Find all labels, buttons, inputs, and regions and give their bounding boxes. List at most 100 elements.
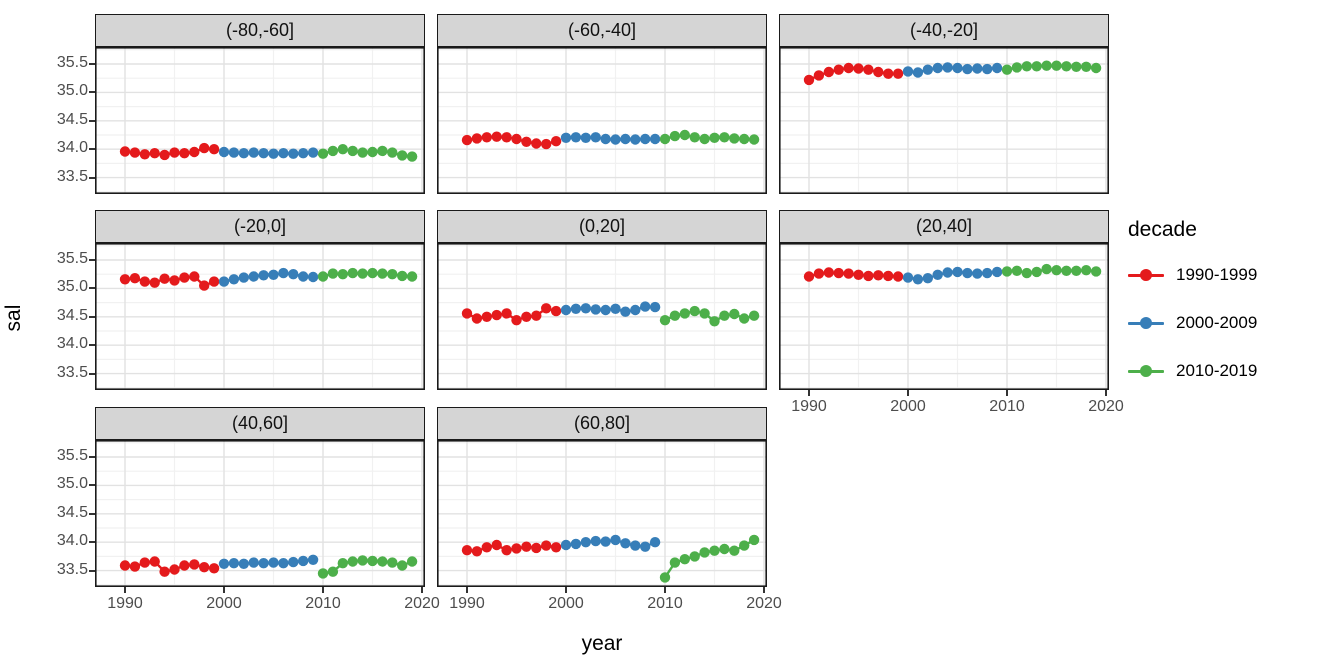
legend-entry-2010-2019: 2010-2019	[1128, 360, 1338, 382]
legend-key-red	[1128, 264, 1164, 286]
data-point	[129, 561, 141, 572]
x-axis-tick-label: 2020	[1088, 398, 1124, 415]
data-point	[1031, 266, 1042, 278]
data-point	[511, 133, 522, 145]
data-point	[892, 271, 904, 282]
series-1990-1999	[461, 539, 562, 557]
data-point	[669, 130, 681, 142]
data-point	[570, 132, 582, 143]
data-point	[387, 269, 398, 280]
series-2000-2009	[218, 146, 319, 159]
data-point	[377, 556, 388, 567]
y-axis-tick-label: 34.0	[56, 532, 88, 550]
data-point	[1090, 266, 1102, 277]
series-2010-2019	[1001, 60, 1102, 75]
data-point	[139, 149, 150, 160]
data-point	[179, 272, 190, 283]
data-point	[600, 133, 611, 145]
data-point	[912, 67, 924, 78]
data-point	[689, 305, 700, 317]
x-tick-mark	[1105, 390, 1107, 396]
data-point	[218, 276, 230, 287]
data-point	[387, 557, 398, 568]
legend-entry-2000-2009: 2000-2009	[1128, 312, 1338, 334]
data-point	[640, 541, 651, 552]
data-point	[406, 556, 418, 567]
y-tick-mark	[89, 484, 95, 487]
data-point	[1041, 263, 1052, 275]
data-point	[883, 68, 894, 79]
data-point	[580, 303, 591, 314]
y-axis-tick-label: 35.5	[56, 250, 88, 267]
data-point	[307, 147, 319, 158]
data-point	[307, 554, 319, 565]
data-point	[501, 132, 512, 143]
data-point	[942, 62, 953, 73]
y-tick-mark	[89, 287, 95, 290]
data-point	[729, 545, 740, 556]
data-point	[531, 542, 542, 554]
facet-strip: (60,80]	[437, 407, 767, 440]
y-tick-mark	[89, 119, 95, 122]
data-point	[377, 145, 388, 157]
data-point	[952, 62, 963, 74]
data-point	[932, 62, 943, 74]
data-point	[347, 145, 358, 157]
data-point	[159, 566, 170, 577]
data-point	[729, 308, 740, 320]
data-point	[258, 558, 269, 569]
y-axis-tick-label: 34.0	[56, 139, 88, 157]
data-point	[179, 148, 190, 159]
x-tick-mark	[421, 587, 423, 593]
data-point	[357, 268, 368, 279]
x-axis-tick-label: 2000	[548, 595, 584, 612]
data-point	[600, 304, 611, 316]
data-point	[922, 273, 933, 284]
legend-dot-icon	[1140, 317, 1152, 329]
x-axis-tick-label: 2010	[989, 398, 1025, 415]
data-point	[892, 68, 904, 79]
data-point	[739, 540, 750, 551]
data-point	[590, 535, 601, 547]
data-point	[972, 268, 983, 279]
facet-plot-panel	[779, 47, 1109, 194]
x-tick-mark	[907, 390, 909, 396]
y-axis-tick-label: 33.5	[56, 167, 88, 185]
x-axis-tick-label: 2020	[746, 595, 782, 612]
data-point	[481, 542, 492, 553]
data-point	[1021, 267, 1032, 279]
data-point	[521, 541, 532, 552]
series-1990-1999	[119, 271, 220, 291]
y-tick-mark	[89, 315, 95, 318]
facet-plot-panel	[95, 243, 425, 390]
data-point	[268, 148, 279, 159]
data-point	[327, 145, 339, 157]
data-point	[139, 276, 150, 287]
data-point	[922, 64, 933, 75]
data-point	[228, 147, 240, 158]
data-point	[199, 142, 210, 154]
data-point	[1081, 265, 1092, 276]
data-point	[580, 132, 591, 143]
data-point	[199, 280, 210, 291]
data-point	[521, 136, 532, 147]
data-point	[511, 315, 522, 326]
data-point	[471, 133, 483, 144]
data-point	[471, 546, 483, 557]
data-point	[199, 562, 210, 573]
x-axis-title: year	[581, 632, 623, 655]
data-point	[669, 557, 681, 568]
y-tick-mark	[89, 541, 95, 544]
data-point	[1090, 62, 1102, 74]
y-axis-tick-label: 33.5	[56, 363, 88, 381]
data-point	[367, 146, 378, 158]
data-point	[640, 301, 651, 312]
series-1990-1999	[461, 131, 562, 150]
series-1990-1999	[119, 142, 220, 161]
data-point	[481, 132, 492, 143]
data-point	[298, 555, 309, 567]
data-point	[1011, 62, 1023, 73]
data-point	[541, 303, 552, 314]
data-point	[406, 271, 418, 282]
